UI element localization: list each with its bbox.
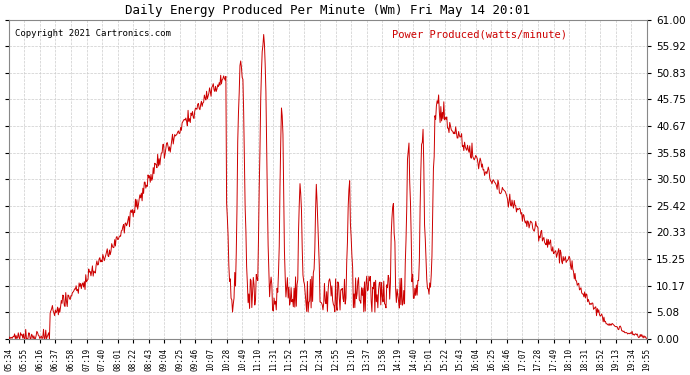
Text: Power Produced(watts/minute): Power Produced(watts/minute) (392, 29, 566, 39)
Title: Daily Energy Produced Per Minute (Wm) Fri May 14 20:01: Daily Energy Produced Per Minute (Wm) Fr… (126, 4, 531, 17)
Text: Copyright 2021 Cartronics.com: Copyright 2021 Cartronics.com (15, 29, 171, 38)
